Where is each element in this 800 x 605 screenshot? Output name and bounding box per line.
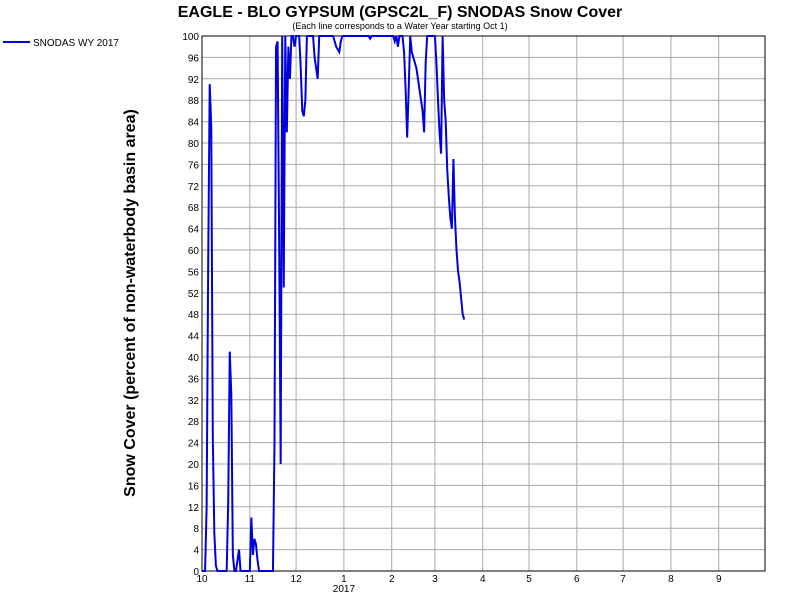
y-tick-label: 28	[188, 417, 200, 428]
x-tick-label: 8	[668, 574, 674, 585]
y-tick-label: 76	[188, 160, 200, 171]
x-tick-label: 9	[716, 574, 722, 585]
x-tick-label: 10	[196, 574, 208, 585]
x-tick-label: 12	[291, 574, 303, 585]
y-tick-label: 60	[188, 246, 200, 257]
y-tick-label: 80	[188, 139, 200, 150]
y-tick-label: 96	[188, 53, 200, 64]
x-tick-label: 2	[389, 574, 395, 585]
y-tick-label: 20	[188, 460, 200, 471]
y-tick-label: 40	[188, 353, 200, 364]
y-tick-label: 88	[188, 96, 200, 107]
y-tick-label: 24	[188, 439, 200, 450]
y-tick-label: 12	[188, 503, 200, 514]
y-tick-label: 8	[193, 524, 199, 535]
y-tick-label: 100	[182, 32, 199, 43]
y-tick-label: 92	[188, 75, 200, 86]
chart-title: EAGLE - BLO GYPSUM (GPSC2L_F) SNODAS Sno…	[178, 4, 623, 21]
y-tick-label: 56	[188, 267, 200, 278]
x-tick-label: 5	[526, 574, 532, 585]
x-year-label: 2017	[333, 584, 356, 595]
y-tick-label: 36	[188, 374, 200, 385]
y-tick-label: 0	[193, 567, 199, 578]
y-tick-label: 84	[188, 118, 200, 129]
plot-border	[201, 35, 766, 572]
x-tick-label: 3	[432, 574, 438, 585]
x-tick-label: 6	[574, 574, 580, 585]
x-tick-label: 7	[620, 574, 626, 585]
x-tick-label: 4	[480, 574, 486, 585]
y-tick-label: 64	[188, 225, 200, 236]
y-tick-label: 52	[188, 289, 200, 300]
y-tick-label: 4	[193, 546, 199, 557]
y-axis-label: Snow Cover (percent of non-waterbody bas…	[122, 109, 139, 497]
y-tick-label: 68	[188, 203, 200, 214]
y-tick-label: 44	[188, 332, 200, 343]
y-tick-label: 48	[188, 310, 200, 321]
y-tick-label: 32	[188, 396, 200, 407]
legend-label: SNODAS WY 2017	[33, 38, 119, 49]
x-tick-label: 11	[245, 574, 256, 585]
y-tick-label: 16	[188, 481, 200, 492]
x-tick-label: 1	[341, 574, 347, 585]
data-line	[202, 35, 466, 572]
y-tick-label: 72	[188, 182, 200, 193]
chart-subtitle: (Each line corresponds to a Water Year s…	[292, 21, 507, 31]
